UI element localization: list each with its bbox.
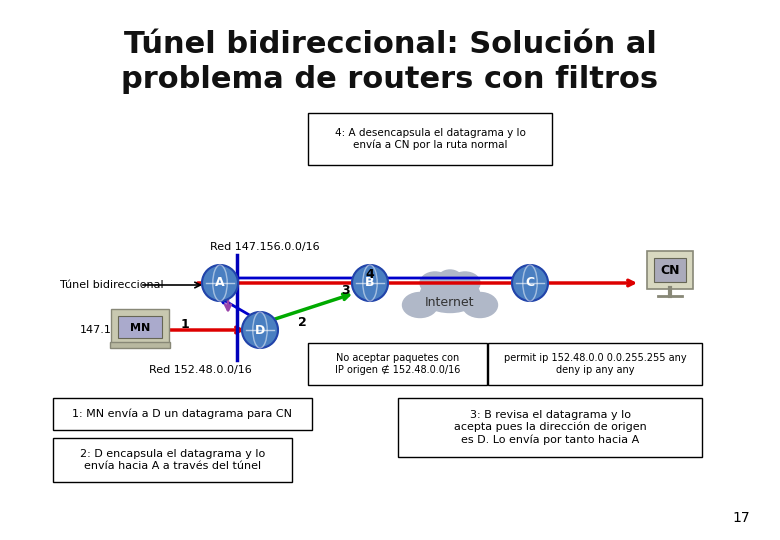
Ellipse shape xyxy=(420,278,480,313)
Text: Túnel bidireccional: Solución al: Túnel bidireccional: Solución al xyxy=(123,30,657,59)
Text: Red 147.156.0.0/16: Red 147.156.0.0/16 xyxy=(210,242,320,252)
Text: 2: D encapsula el datagrama y lo
envía hacia A a través del túnel: 2: D encapsula el datagrama y lo envía h… xyxy=(80,449,265,471)
Ellipse shape xyxy=(463,293,498,318)
FancyBboxPatch shape xyxy=(654,258,686,282)
Ellipse shape xyxy=(450,272,480,294)
Circle shape xyxy=(352,265,388,301)
FancyBboxPatch shape xyxy=(53,438,292,482)
FancyBboxPatch shape xyxy=(118,316,162,338)
Ellipse shape xyxy=(438,270,463,290)
Text: 4: A desencapsula el datagrama y lo
envía a CN por la ruta normal: 4: A desencapsula el datagrama y lo enví… xyxy=(335,128,526,150)
FancyBboxPatch shape xyxy=(647,251,693,289)
Text: 2: 2 xyxy=(298,316,307,329)
Text: MN: MN xyxy=(130,323,150,333)
FancyBboxPatch shape xyxy=(111,309,169,343)
Text: A: A xyxy=(215,276,225,289)
Text: Internet: Internet xyxy=(425,296,475,309)
FancyBboxPatch shape xyxy=(53,398,312,430)
Text: D: D xyxy=(255,323,265,336)
FancyBboxPatch shape xyxy=(488,343,702,385)
Text: permit ip 152.48.0.0 0.0.255.255 any
deny ip any any: permit ip 152.48.0.0 0.0.255.255 any den… xyxy=(504,353,686,375)
Text: Túnel bidireccional: Túnel bidireccional xyxy=(60,280,164,290)
Text: 147.156.135.22: 147.156.135.22 xyxy=(80,325,168,335)
Text: 3: 3 xyxy=(341,284,349,296)
FancyBboxPatch shape xyxy=(308,113,552,165)
Text: 1: MN envía a D un datagrama para CN: 1: MN envía a D un datagrama para CN xyxy=(73,409,293,419)
Text: 17: 17 xyxy=(732,511,750,525)
FancyBboxPatch shape xyxy=(308,343,487,385)
Text: C: C xyxy=(526,276,534,289)
Text: Red 152.48.0.0/16: Red 152.48.0.0/16 xyxy=(149,365,251,375)
FancyBboxPatch shape xyxy=(110,342,170,348)
FancyBboxPatch shape xyxy=(398,398,702,457)
Text: 1: 1 xyxy=(181,319,190,332)
Circle shape xyxy=(202,265,238,301)
Text: No aceptar paquetes con
IP origen ∉ 152.48.0.0/16: No aceptar paquetes con IP origen ∉ 152.… xyxy=(335,353,460,375)
Text: CN: CN xyxy=(660,264,679,276)
Circle shape xyxy=(242,312,278,348)
Circle shape xyxy=(512,265,548,301)
Ellipse shape xyxy=(402,293,438,318)
Ellipse shape xyxy=(420,272,450,294)
Text: problema de routers con filtros: problema de routers con filtros xyxy=(122,65,658,94)
Text: B: B xyxy=(365,276,374,289)
Text: 4: 4 xyxy=(366,268,374,281)
Text: 3: B revisa el datagrama y lo
acepta pues la dirección de origen
es D. Lo envía : 3: B revisa el datagrama y lo acepta pue… xyxy=(454,410,647,445)
